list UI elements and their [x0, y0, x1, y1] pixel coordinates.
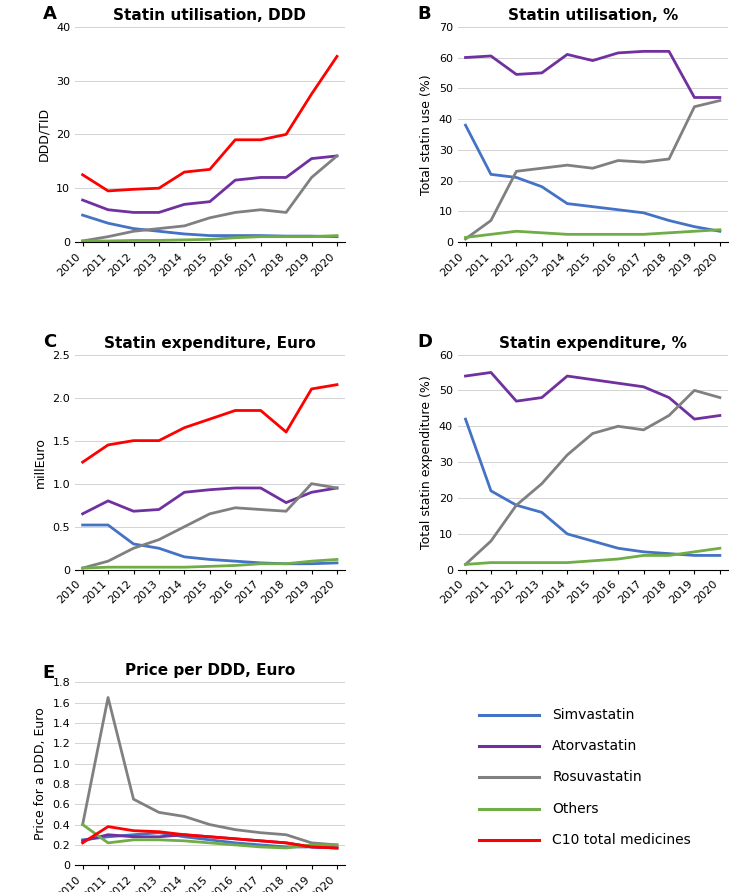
Title: Statin expenditure, %: Statin expenditure, % [499, 335, 686, 351]
Title: Statin expenditure, Euro: Statin expenditure, Euro [104, 335, 316, 351]
Title: Statin utilisation, %: Statin utilisation, % [508, 8, 678, 23]
Text: B: B [418, 5, 431, 23]
Text: C: C [43, 333, 56, 351]
Text: Others: Others [552, 802, 598, 815]
Y-axis label: Price for a DDD, Euro: Price for a DDD, Euro [34, 707, 46, 840]
Y-axis label: DDD/TID: DDD/TID [38, 107, 50, 161]
Text: C10 total medicines: C10 total medicines [552, 832, 691, 847]
Text: A: A [43, 5, 56, 23]
Text: Simvastatin: Simvastatin [552, 708, 634, 723]
Title: Price per DDD, Euro: Price per DDD, Euro [124, 664, 295, 678]
Text: E: E [43, 664, 55, 682]
Y-axis label: Total statin expenditure (%): Total statin expenditure (%) [420, 376, 434, 549]
Title: Statin utilisation, DDD: Statin utilisation, DDD [113, 8, 306, 23]
Y-axis label: Total statin use (%): Total statin use (%) [420, 74, 434, 194]
Y-axis label: millEuro: millEuro [34, 437, 46, 488]
Text: D: D [418, 333, 433, 351]
Text: Atorvastatin: Atorvastatin [552, 739, 638, 754]
Text: Rosuvastatin: Rosuvastatin [552, 771, 642, 784]
